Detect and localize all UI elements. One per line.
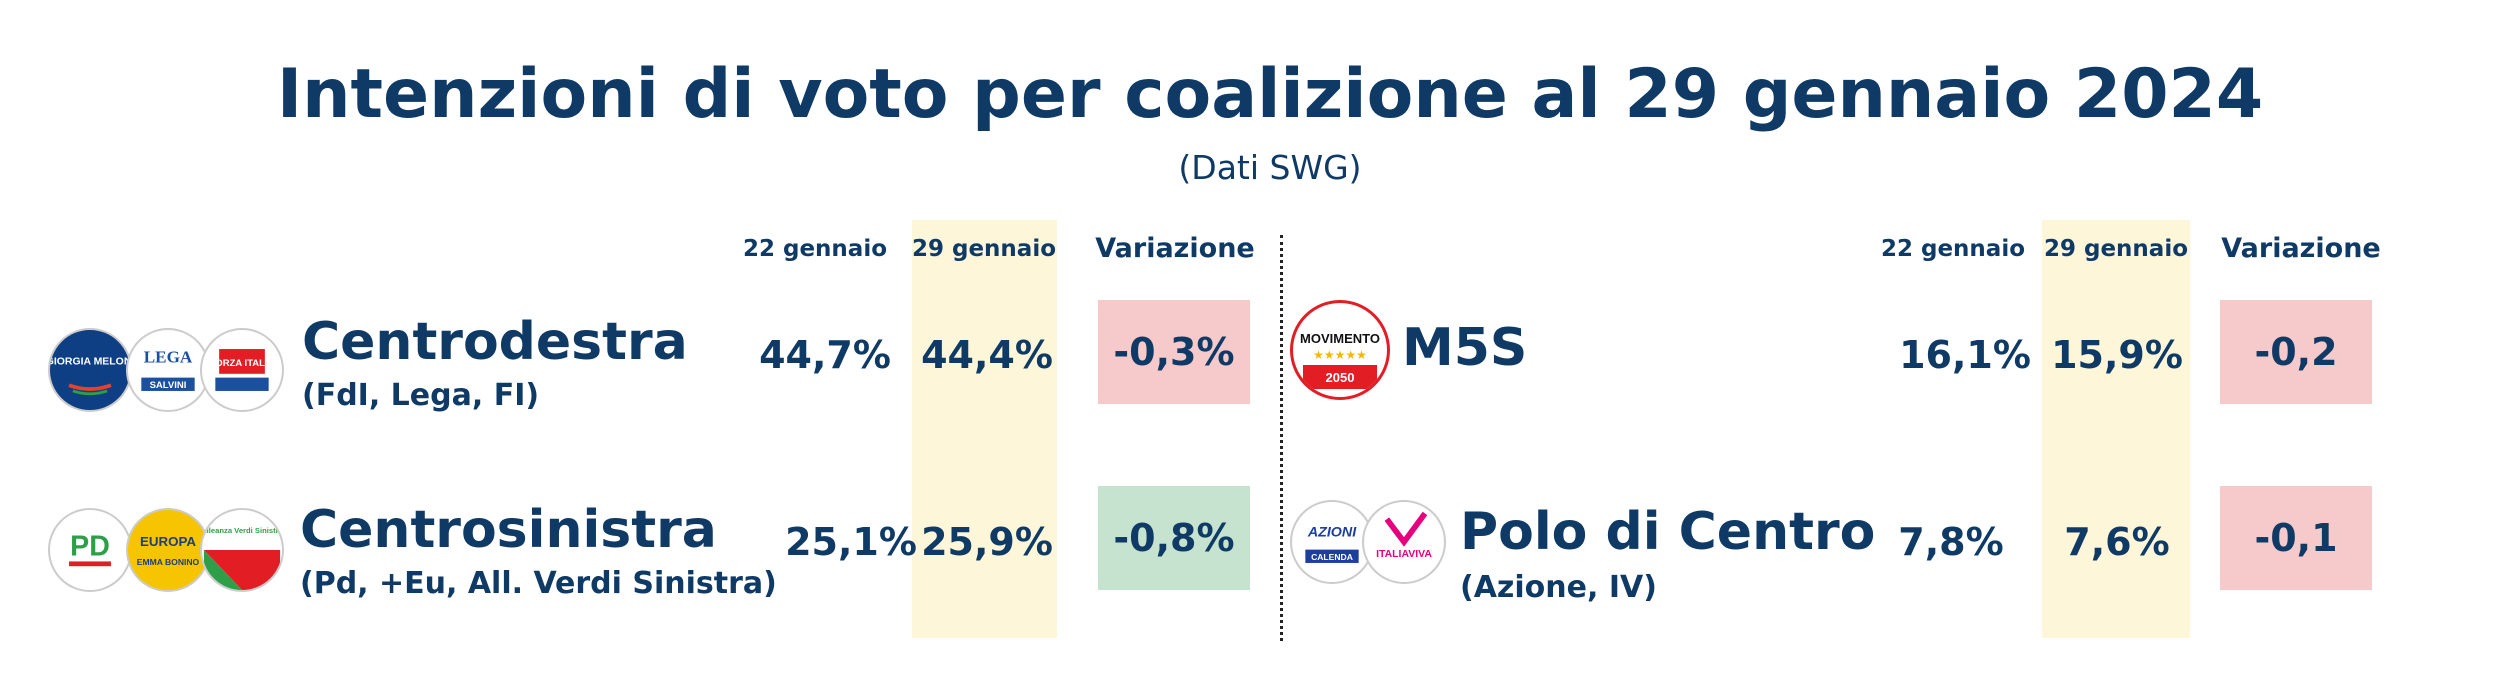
forza-italia-logo: FORZA ITALIA [200, 328, 284, 412]
svg-text:★★★★★: ★★★★★ [1313, 348, 1367, 362]
m5s-logo: MOVIMENTO ★★★★★ 2050 [1290, 300, 1390, 400]
value-prev: 7,8% [1898, 520, 2004, 564]
avs-logo-art: Alleanza Verdi Sinistra [202, 526, 282, 590]
svg-text:AZIONI: AZIONI [1307, 524, 1357, 540]
row-name: M5S [1402, 318, 1528, 378]
header-change-left: Variazione [1095, 233, 1255, 264]
row-name: Centrodestra [302, 312, 688, 372]
change-box: -0,1 [2220, 486, 2372, 590]
lega-logo: LEGA SALVINI [126, 328, 210, 412]
fdi-logo-art: GIORGIA MELONI [50, 356, 130, 396]
svg-text:ITALIAVIVA: ITALIAVIVA [1376, 549, 1432, 560]
svg-text:EUROPA: EUROPA [140, 534, 196, 549]
svg-text:2050: 2050 [1326, 370, 1355, 385]
svg-text:GIORGIA MELONI: GIORGIA MELONI [50, 356, 130, 367]
europa-logo-art: EUROPA EMMA BONINO [137, 534, 200, 567]
svg-text:Alleanza Verdi Sinistra: Alleanza Verdi Sinistra [202, 526, 282, 535]
row-name: Polo di Centro [1460, 502, 1876, 562]
row-detail: (Pd, +Eu, All. Verdi Sinistra) [300, 566, 777, 601]
header-prev-left: 22 gennaio [742, 236, 888, 262]
fdi-logo: GIORGIA MELONI [48, 328, 132, 412]
change-box: -0,8% [1098, 486, 1250, 590]
change-box: -0,3% [1098, 300, 1250, 404]
pd-logo-art: PD [69, 531, 111, 567]
header-curr-left: 29 gennaio [911, 236, 1057, 262]
value-curr: 25,9% [921, 520, 1053, 564]
highlight-column-right [2042, 220, 2190, 638]
chart-source: (Dati SWG) [1178, 148, 1362, 187]
row-detail: (FdI, Lega, FI) [302, 378, 540, 413]
svg-text:MOVIMENTO: MOVIMENTO [1300, 331, 1380, 346]
svg-text:EMMA BONINO: EMMA BONINO [137, 557, 200, 567]
lega-logo-art: LEGA SALVINI [141, 347, 195, 391]
header-prev-right: 22 gennaio [1880, 236, 2026, 262]
avs-logo: Alleanza Verdi Sinistra [200, 508, 284, 592]
italiaviva-logo-art: ITALIAVIVA [1376, 511, 1432, 560]
pd-logo: PD [48, 508, 132, 592]
value-prev: 16,1% [1899, 333, 2031, 377]
svg-text:LEGA: LEGA [144, 347, 193, 366]
row-detail: (Azione, IV) [1460, 570, 1657, 605]
m5s-logo-art: MOVIMENTO ★★★★★ 2050 [1300, 331, 1380, 389]
value-curr: 15,9% [2051, 333, 2183, 377]
svg-text:FORZA ITALIA: FORZA ITALIA [209, 358, 274, 369]
header-curr-right: 29 gennaio [2043, 236, 2189, 262]
europa-logo: EUROPA EMMA BONINO [126, 508, 210, 592]
svg-text:CALENDA: CALENDA [1311, 552, 1353, 562]
value-prev: 44,7% [759, 333, 891, 377]
value-prev: 25,1% [785, 520, 917, 564]
chart-title: Intenzioni di voto per coalizione al 29 … [276, 55, 2264, 134]
svg-text:SALVINI: SALVINI [150, 380, 187, 391]
row-name: Centrosinistra [300, 500, 717, 560]
italiaviva-logo: ITALIAVIVA [1362, 500, 1446, 584]
change-box: -0,2 [2220, 300, 2372, 404]
forza-italia-logo-art: FORZA ITALIA [209, 349, 275, 391]
column-divider [1280, 235, 1283, 641]
value-curr: 44,4% [921, 333, 1053, 377]
svg-text:PD: PD [70, 531, 110, 563]
header-change-right: Variazione [2221, 233, 2381, 264]
azione-logo-art: AZIONI CALENDA [1305, 524, 1359, 563]
value-curr: 7,6% [2064, 520, 2170, 564]
highlight-column-left [912, 220, 1057, 638]
